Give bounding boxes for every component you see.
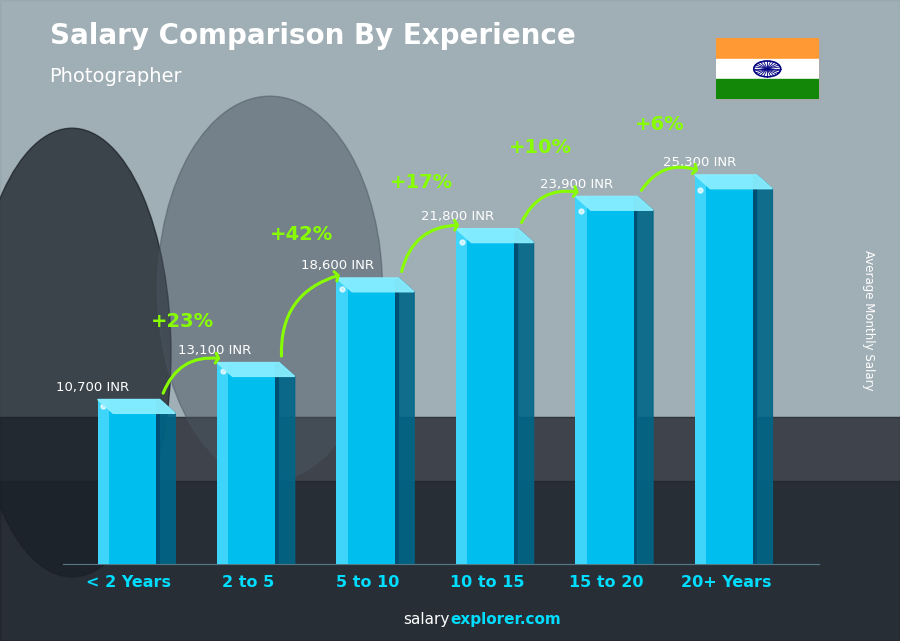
Bar: [695, 175, 706, 564]
Bar: [0, 0, 900, 417]
Bar: [275, 363, 279, 564]
Text: explorer.com: explorer.com: [450, 612, 561, 627]
Bar: [575, 196, 637, 564]
Ellipse shape: [158, 96, 382, 481]
Bar: [0, 481, 900, 641]
Text: Salary Comparison By Experience: Salary Comparison By Experience: [50, 22, 575, 51]
Polygon shape: [757, 175, 772, 564]
Text: 23,900 INR: 23,900 INR: [540, 178, 613, 191]
Polygon shape: [575, 196, 653, 210]
Text: +23%: +23%: [151, 312, 214, 331]
Text: +6%: +6%: [635, 115, 685, 133]
Text: salary: salary: [403, 612, 450, 627]
Text: Average Monthly Salary: Average Monthly Salary: [862, 250, 875, 391]
Polygon shape: [399, 278, 414, 564]
Text: 25,300 INR: 25,300 INR: [663, 156, 736, 169]
Bar: [753, 175, 757, 564]
Bar: [716, 38, 819, 59]
Polygon shape: [159, 399, 176, 564]
Polygon shape: [279, 363, 294, 564]
Text: +42%: +42%: [270, 224, 334, 244]
Polygon shape: [337, 278, 414, 292]
Bar: [634, 196, 637, 564]
Text: +17%: +17%: [390, 173, 453, 192]
Bar: [456, 229, 467, 564]
Polygon shape: [518, 229, 534, 564]
Polygon shape: [97, 399, 176, 413]
Text: +10%: +10%: [509, 138, 572, 158]
Bar: [217, 363, 279, 564]
Bar: [514, 229, 518, 564]
Bar: [456, 229, 518, 564]
Bar: [156, 399, 159, 564]
Bar: [395, 278, 399, 564]
Bar: [97, 399, 109, 564]
Text: 18,600 INR: 18,600 INR: [302, 260, 374, 272]
Text: 10,700 INR: 10,700 INR: [57, 381, 130, 394]
Bar: [0, 417, 900, 641]
Text: 21,800 INR: 21,800 INR: [420, 210, 494, 223]
Polygon shape: [695, 175, 772, 188]
Bar: [217, 363, 229, 564]
Polygon shape: [217, 363, 294, 376]
Polygon shape: [637, 196, 653, 564]
Text: Photographer: Photographer: [50, 67, 182, 87]
Polygon shape: [456, 229, 534, 242]
Text: 13,100 INR: 13,100 INR: [178, 344, 251, 357]
Bar: [337, 278, 399, 564]
Bar: [575, 196, 587, 564]
Bar: [695, 175, 757, 564]
Bar: [716, 79, 819, 99]
Bar: [337, 278, 347, 564]
Bar: [97, 399, 159, 564]
Ellipse shape: [0, 128, 171, 577]
Bar: [716, 59, 819, 79]
